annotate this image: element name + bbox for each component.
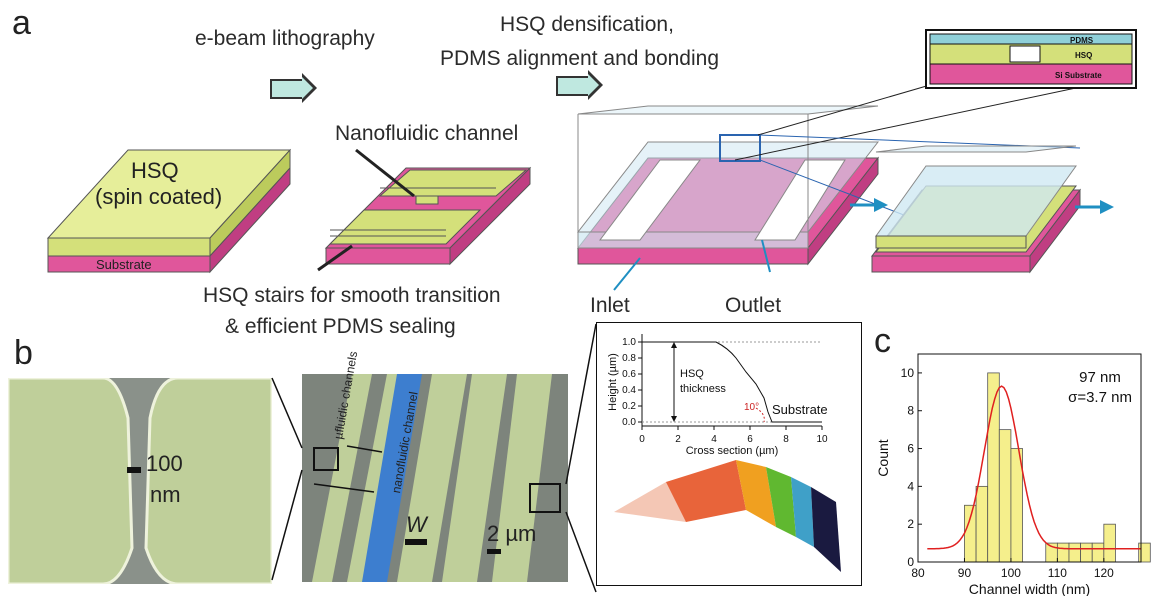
histogram-bar bbox=[1080, 542, 1093, 563]
histogram-xtick-label: 110 bbox=[1048, 566, 1067, 580]
afm-hsq-label: HSQ bbox=[680, 368, 704, 380]
inlet-pointer bbox=[613, 257, 641, 291]
afm-ytick-label: 0.2 bbox=[622, 401, 636, 412]
cross-section-inset: PDMS HSQ Si Substrate bbox=[925, 29, 1137, 89]
inset-si-label: Si Substrate bbox=[1055, 71, 1102, 80]
hsq-spin-label: (spin coated) bbox=[95, 184, 223, 209]
afm-xtick-label: 0 bbox=[639, 434, 645, 445]
panel-label-a: a bbox=[12, 4, 31, 42]
histogram-bar bbox=[1103, 523, 1116, 563]
zoom-connector-right bbox=[565, 323, 597, 593]
histogram-ylabel: Count bbox=[875, 439, 891, 476]
histogram-sigma-annotation: σ=3.7 nm bbox=[1068, 389, 1132, 406]
afm-xtick-label: 10 bbox=[816, 434, 828, 445]
afm-ytick-label: 1.0 bbox=[622, 337, 636, 348]
histogram-ytick-label: 2 bbox=[907, 517, 914, 531]
width-unit-label: nm bbox=[150, 482, 181, 507]
step-ebeam-label: e-beam lithography bbox=[195, 27, 375, 50]
sem-overview-image bbox=[302, 374, 568, 582]
width-histogram-chart: 80 90 100 110 120 0 2 4 6 8 10 Channel width (nm) Co… bbox=[875, 353, 1151, 596]
afm-xtick-label: 2 bbox=[675, 434, 681, 445]
panel-label-b: b bbox=[14, 334, 33, 372]
afm-thickness-label: thickness bbox=[680, 383, 726, 395]
histogram-xtick-label: 90 bbox=[958, 566, 972, 580]
histogram-ytick-label: 4 bbox=[907, 479, 914, 493]
histogram-frame bbox=[917, 353, 1142, 563]
panel-a-schematics: PDMS HSQ Si Substrate bbox=[46, 29, 1137, 291]
inset-pdms-label: PDMS bbox=[1070, 36, 1094, 45]
substrate-label: Substrate bbox=[96, 257, 152, 272]
histogram-bar bbox=[1056, 542, 1070, 563]
afm-profile-plot: Cross section (µm) Height (µm) HSQ thick… bbox=[607, 334, 841, 572]
width-value-label: 100 bbox=[146, 451, 183, 476]
stairs-label-line2: & efficient PDMS sealing bbox=[225, 315, 456, 338]
afm-angle-label: 10° bbox=[744, 402, 759, 413]
outlet-label: Outlet bbox=[725, 294, 782, 317]
gaussian-fit-line bbox=[927, 385, 1141, 550]
sem-constriction-image bbox=[8, 378, 272, 584]
scale-bar-label: 2 µm bbox=[487, 521, 537, 546]
inlet-label: Inlet bbox=[590, 294, 630, 317]
afm-xtick-label: 4 bbox=[711, 434, 717, 445]
afm-ylabel: Height (µm) bbox=[607, 353, 619, 411]
histogram-ytick-label: 8 bbox=[907, 404, 914, 418]
w-label: W bbox=[406, 512, 427, 537]
histogram-bar bbox=[1068, 542, 1082, 563]
afm-xtick-label: 8 bbox=[783, 434, 789, 445]
histogram-bar bbox=[975, 485, 989, 563]
histogram-bar bbox=[1138, 542, 1151, 563]
histogram-ytick-label: 0 bbox=[907, 555, 914, 569]
stairs-label-line1: HSQ stairs for smooth transition bbox=[203, 284, 501, 307]
panel-label-c: c bbox=[874, 322, 891, 360]
afm-substrate-label: Substrate bbox=[772, 402, 828, 417]
histogram-ytick-label: 10 bbox=[901, 366, 915, 380]
afm-ytick-label: 0.4 bbox=[622, 385, 636, 396]
step-bonding-label: PDMS alignment and bonding bbox=[440, 47, 720, 70]
afm-xlabel: Cross section (µm) bbox=[686, 445, 779, 457]
histogram-ytick-label: 6 bbox=[907, 442, 914, 456]
stairs-chip bbox=[324, 166, 532, 266]
histogram-xlabel: Channel width (nm) bbox=[969, 581, 1090, 596]
histogram-xtick-label: 100 bbox=[1001, 566, 1021, 580]
nanofluidic-channel-label: Nanofluidic channel bbox=[335, 122, 519, 145]
zoom-connector-left bbox=[271, 377, 303, 581]
histogram-xtick-label: 120 bbox=[1094, 566, 1114, 580]
afm-ytick-label: 0.8 bbox=[622, 353, 636, 364]
hsq-label: HSQ bbox=[131, 158, 179, 183]
zoomed-chip bbox=[870, 145, 1082, 274]
inset-hsq-label: HSQ bbox=[1075, 51, 1092, 60]
step-densification-label: HSQ densification, bbox=[500, 13, 674, 36]
afm-ytick-label: 0.6 bbox=[622, 369, 636, 380]
outlet-pointer bbox=[761, 239, 771, 273]
afm-3d-render bbox=[614, 460, 841, 572]
afm-xtick-label: 6 bbox=[747, 434, 753, 445]
bonded-chip bbox=[576, 105, 880, 266]
histogram-bar bbox=[964, 504, 977, 563]
histogram-bar bbox=[1091, 542, 1105, 563]
histogram-bar bbox=[998, 429, 1012, 563]
afm-ytick-label: 0.0 bbox=[622, 417, 636, 428]
stairs-pointer bbox=[317, 244, 353, 272]
hsq-coated-substrate bbox=[46, 148, 292, 274]
histogram-xtick-label: 80 bbox=[911, 566, 925, 580]
nanochannel-pointer bbox=[355, 148, 415, 198]
histogram-mean-annotation: 97 nm bbox=[1079, 369, 1121, 386]
